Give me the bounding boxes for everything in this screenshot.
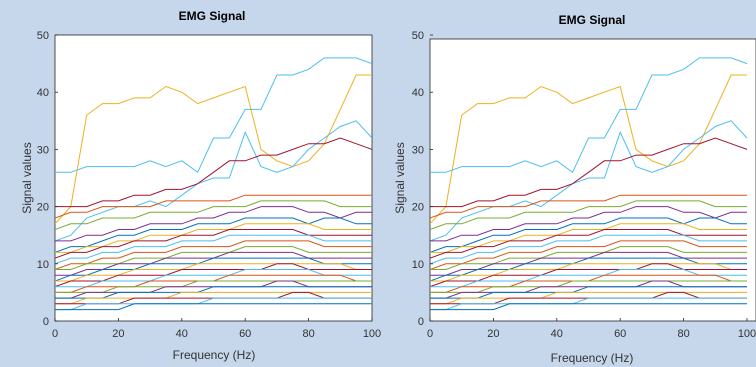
series-line [430,291,747,305]
series-line [430,234,747,265]
series-line [55,120,372,242]
y-tick-label: 40 [37,87,49,99]
y-tick-label: 20 [412,202,424,214]
series-line [55,200,372,230]
y-tick-label: 30 [37,144,49,156]
series-line [430,240,747,270]
series-line [55,257,372,282]
series-line [55,291,372,305]
series-line [430,303,747,311]
series-line [430,217,747,253]
x-tick-label: 40 [551,328,563,340]
series-line [430,263,747,282]
x-tick-label: 80 [677,328,689,340]
y-tick-label: 0 [43,316,49,328]
x-tick-label: 20 [112,328,124,340]
x-tick-label: 0 [52,328,58,340]
y-tick-label: 20 [37,202,49,214]
series-line [430,206,747,242]
series-line [55,286,372,299]
x-tick-label: 60 [614,328,626,340]
series-line [55,240,372,270]
x-tick-group: 0 20 40 60 80 100 [427,318,756,340]
series-line [55,194,372,219]
y-tick-group: 0 10 20 30 40 50 [412,30,433,328]
y-tick-label: 50 [412,30,424,42]
series-line [55,280,372,293]
x-tick-label: 100 [363,328,381,340]
y-tick-label: 30 [412,144,424,156]
x-axis-label: Frequency (Hz) [173,348,256,362]
series-line [430,229,747,259]
series-line [55,137,372,208]
series-line [55,217,372,253]
series-line [55,206,372,242]
series-line [430,194,747,219]
emg-panel-left: EMG Signal 0 20 40 60 80 100 0 10 20 30 40 50 Freq… [20,9,381,362]
y-tick-label: 10 [37,259,49,271]
series-line [430,137,748,208]
series-line [430,297,747,311]
series-line [55,303,372,311]
x-tick-label: 0 [427,328,433,340]
series-group [430,57,748,311]
series-line [430,269,747,288]
series-line [55,74,372,225]
x-tick-label: 100 [738,328,756,340]
series-line [55,269,372,288]
series-line [430,74,747,225]
series-line [55,223,372,253]
y-tick-group: 0 10 20 30 40 50 [37,30,58,328]
y-tick-label: 10 [412,259,424,271]
series-line [55,297,372,311]
series-line [430,263,747,288]
x-axis-label: Frequency (Hz) [551,351,634,365]
series-line [55,57,372,174]
series-line [430,286,747,299]
x-tick-label: 40 [176,328,188,340]
series-line [55,229,372,259]
y-tick-label: 40 [412,87,424,99]
chart-title: EMG Signal [179,9,246,23]
y-tick-label: 0 [418,316,424,328]
series-group [55,57,372,311]
series-line [430,223,747,253]
emg-panel-right: EMG Signal 0 20 40 60 80 100 0 10 20 30 40 50 Freq… [393,13,756,365]
y-axis-label: Signal values [393,142,407,213]
series-line [430,257,747,282]
series-line [430,200,747,230]
x-tick-group: 0 20 40 60 80 100 [52,318,381,340]
series-line [430,57,748,174]
chart-title: EMG Signal [559,13,626,27]
series-line [430,280,747,293]
series-line [55,246,372,270]
y-tick-label: 50 [37,30,49,42]
series-line [430,246,747,270]
series-line [55,263,372,282]
series-line [430,120,748,242]
x-tick-label: 80 [302,328,314,340]
series-line [55,234,372,265]
series-line [55,263,372,288]
y-axis-label: Signal values [20,142,34,213]
x-tick-label: 60 [239,328,251,340]
plot-area [429,38,756,322]
x-tick-label: 20 [487,328,499,340]
